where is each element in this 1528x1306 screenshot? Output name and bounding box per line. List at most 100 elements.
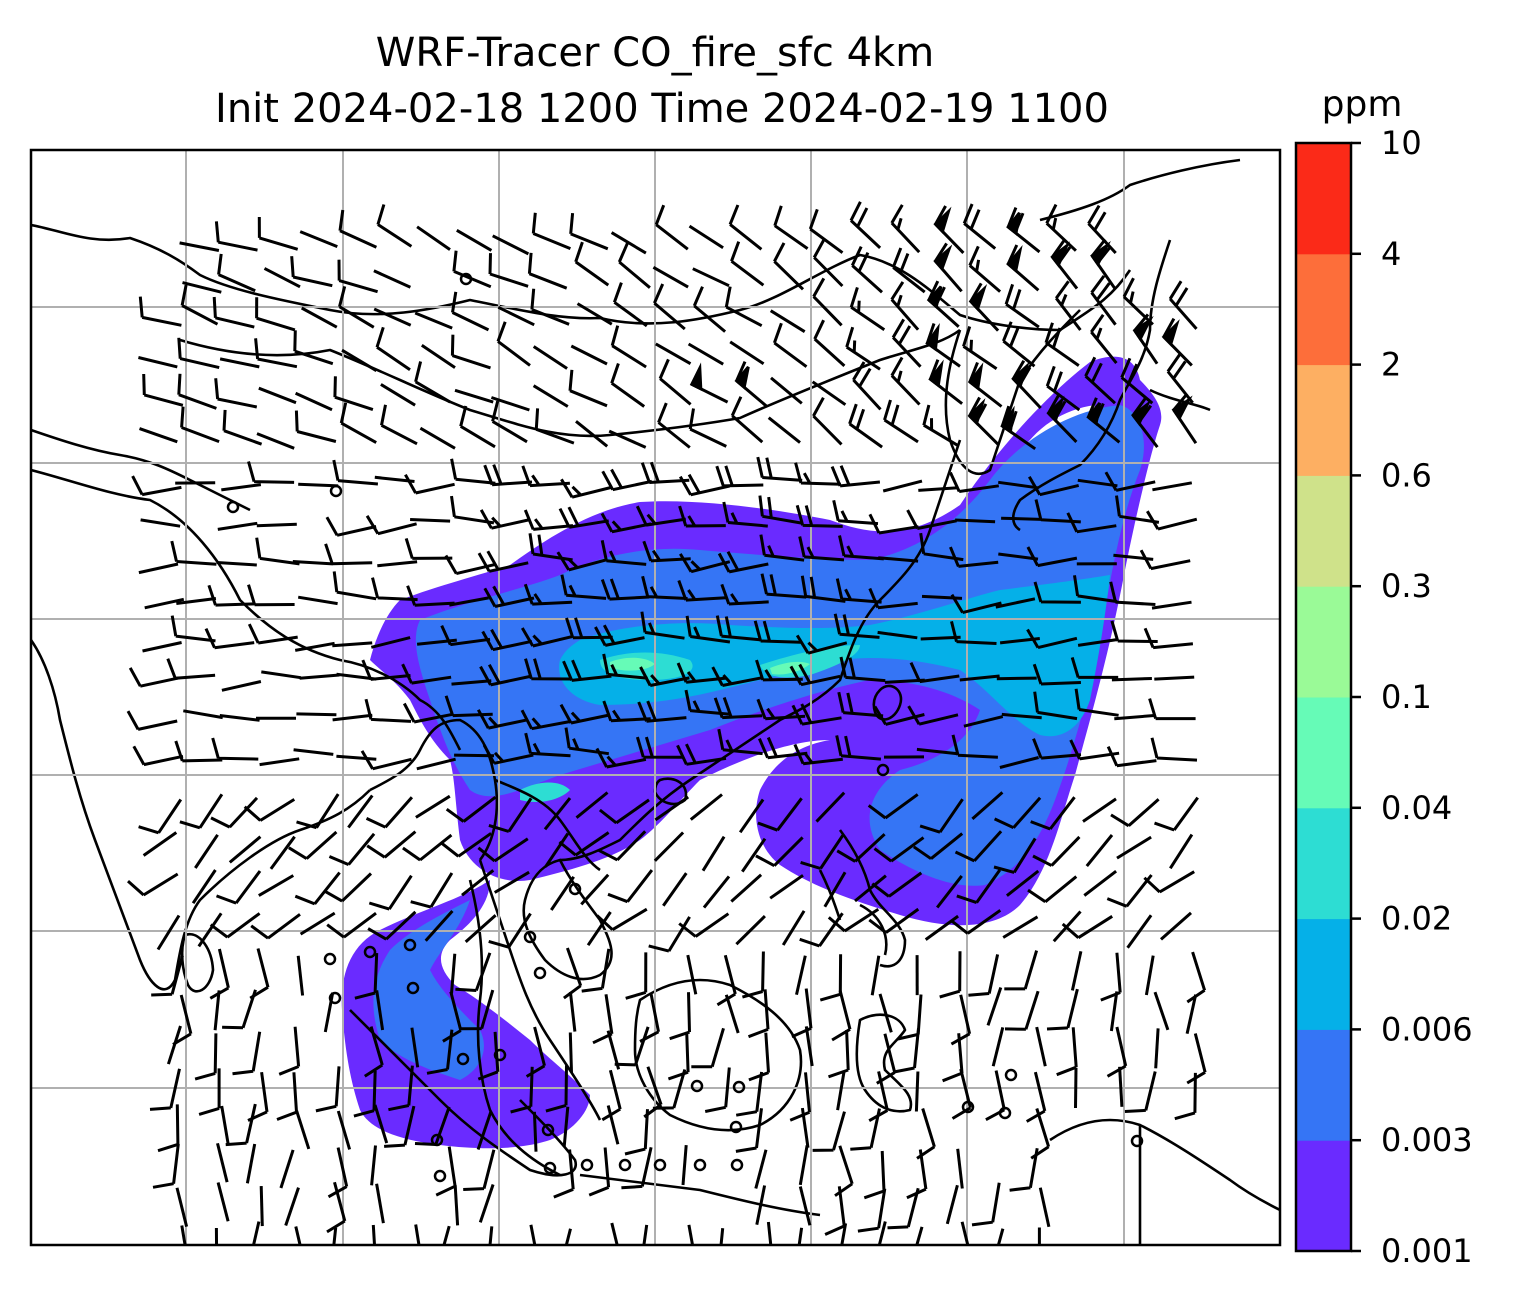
wind-barb <box>1126 914 1153 949</box>
wind-barb <box>691 1027 725 1069</box>
wind-barb <box>600 512 652 534</box>
wind-barb <box>945 1184 959 1225</box>
wind-barb <box>971 791 1004 821</box>
wind-barb <box>483 464 533 487</box>
wind-barb <box>637 700 687 723</box>
wind-barb <box>179 241 220 252</box>
wind-barb <box>373 269 412 289</box>
wind-barb <box>544 832 570 868</box>
wind-barb <box>483 585 535 608</box>
wind-barb <box>558 506 609 529</box>
coast-north-korea <box>944 309 1081 475</box>
coast-sulawesi <box>855 1013 913 1113</box>
wind-barb <box>1054 280 1082 331</box>
wind-barb <box>576 302 613 326</box>
wind-barb <box>730 241 765 287</box>
wind-barb <box>142 641 182 653</box>
wind-barb-pennant <box>1006 245 1023 274</box>
wind-barb <box>488 253 529 288</box>
wind-barb <box>364 698 412 723</box>
wind-barb <box>919 798 964 834</box>
wind-barb <box>728 204 763 251</box>
wind-barb <box>1083 870 1118 897</box>
colorbar-segment <box>1296 586 1351 698</box>
wind-barb <box>575 420 609 448</box>
wind-barb <box>373 307 412 327</box>
wind-barb <box>220 1105 230 1146</box>
wind-barb <box>562 659 612 682</box>
wind-barb <box>993 837 1037 874</box>
wind-barb <box>221 483 262 492</box>
wind-barb <box>182 281 222 294</box>
coast-sumatra <box>349 1009 578 1177</box>
wind-barb <box>781 910 806 946</box>
colorbar-segment <box>1296 1029 1351 1141</box>
wind-barb <box>442 1225 451 1245</box>
calm-wind-marker <box>618 1158 632 1172</box>
wind-barb <box>326 911 377 939</box>
wind-barb <box>1038 1187 1051 1228</box>
wind-barb <box>451 679 492 686</box>
wind-barb <box>962 326 998 371</box>
wind-barb <box>216 1142 229 1183</box>
wind-barb <box>848 403 883 449</box>
wind-barb <box>420 344 456 369</box>
wind-barb <box>956 1148 964 1189</box>
wind-barb <box>221 680 262 692</box>
wind-barb <box>1154 796 1199 832</box>
wind-barb <box>1106 1026 1128 1078</box>
coast-new-guinea <box>1049 1118 1280 1212</box>
wind-barb <box>830 465 881 488</box>
wind-barb <box>657 402 691 449</box>
wind-barb <box>891 318 922 368</box>
wind-barb <box>655 342 692 366</box>
wind-barb <box>575 791 609 819</box>
wind-barb <box>812 277 843 327</box>
wind-barb <box>757 797 803 832</box>
wind-barb <box>243 798 296 822</box>
wind-barb <box>808 208 844 254</box>
wind-barb <box>586 911 612 947</box>
wind-barb <box>491 400 528 444</box>
wind-barb <box>225 1103 257 1147</box>
wind-barb <box>332 1227 338 1245</box>
wind-barb <box>640 611 685 640</box>
wind-barb <box>384 1105 416 1148</box>
wind-barb <box>456 229 493 252</box>
wind-barb <box>1077 478 1118 488</box>
calm-wind-marker <box>459 272 473 286</box>
wind-barb <box>942 1033 964 1083</box>
wind-barb <box>1111 677 1152 682</box>
wind-barb <box>998 552 1039 561</box>
wind-barb <box>1032 663 1081 686</box>
wind-barb <box>794 462 841 486</box>
wind-barb <box>325 516 377 537</box>
wind-barb <box>909 661 960 684</box>
wind-barb <box>371 577 418 602</box>
wind-barb <box>479 663 531 687</box>
wind-barb <box>477 837 529 863</box>
wind-barb <box>152 1143 180 1189</box>
colorbar-segment <box>1296 475 1351 587</box>
wind-barb <box>258 386 297 405</box>
calm-wind-marker <box>653 1158 667 1172</box>
wind-barb <box>276 1072 298 1121</box>
wind-barb <box>415 794 451 819</box>
wind-barb <box>279 1149 295 1189</box>
wind-barb <box>293 748 334 756</box>
wind-barb <box>216 1182 230 1222</box>
wind-barb <box>849 286 886 331</box>
wind-barb <box>1044 322 1080 367</box>
wind-barb <box>685 615 731 644</box>
colorbar-tick-label: 0.04 <box>1381 789 1452 827</box>
wind-barbs <box>126 201 1207 1245</box>
wind-barb <box>294 641 335 652</box>
wind-barb-pennant <box>1050 241 1071 268</box>
wind-barb <box>871 871 923 898</box>
wind-barb <box>1030 1108 1051 1160</box>
wind-barb <box>1118 1066 1124 1107</box>
wind-barb <box>131 475 182 497</box>
wind-barb <box>624 1109 649 1156</box>
wind-barb <box>654 204 689 251</box>
colorbar-tick-label: 0.6 <box>1381 456 1432 494</box>
